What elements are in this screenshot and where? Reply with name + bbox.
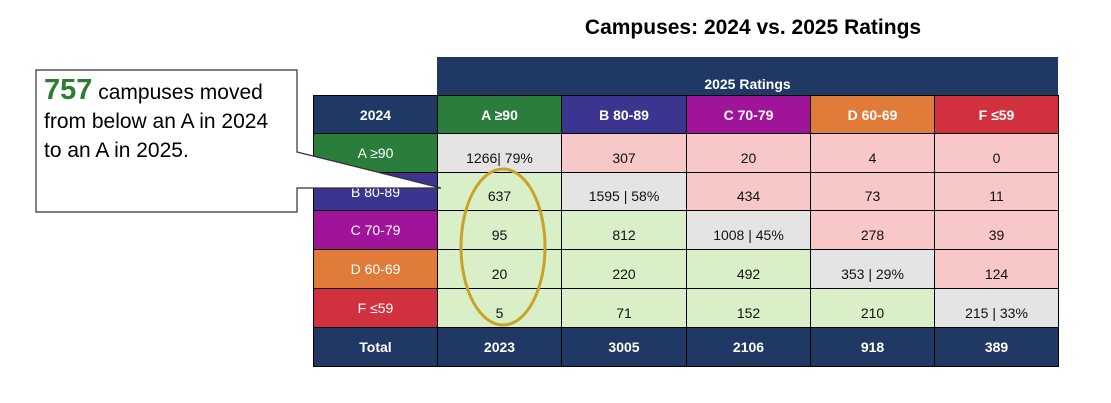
- row-header: C 70-79: [313, 210, 438, 250]
- column-header: D 60-69: [810, 95, 935, 134]
- cell: 5: [437, 288, 562, 328]
- cell: 1008 | 45%: [686, 210, 811, 250]
- total-cell: 2023: [437, 327, 562, 367]
- cell: 307: [561, 133, 687, 173]
- title: Campuses: 2024 vs. 2025 Ratings: [584, 16, 922, 39]
- total-cell: 3005: [561, 327, 687, 367]
- cell: 215 | 33%: [934, 288, 1059, 328]
- total-label: Total: [313, 327, 438, 367]
- cell: 637: [437, 172, 562, 211]
- callout-box: [35, 69, 442, 213]
- cell: 152: [686, 288, 811, 328]
- column-header: A ≥90: [437, 95, 562, 134]
- cell: 210: [810, 288, 935, 328]
- cell: 434: [686, 172, 811, 211]
- cell: 278: [810, 210, 935, 250]
- cell: 39: [934, 210, 1059, 250]
- callout-text: campuses moved from below an A in 2024 t…: [44, 81, 269, 162]
- cell: 0: [934, 133, 1059, 173]
- column-group-header: 2025 Ratings: [437, 57, 1058, 95]
- cell: 1595 | 58%: [561, 172, 687, 211]
- total-cell: 2106: [686, 327, 811, 367]
- column-header: F ≤59: [934, 95, 1059, 134]
- column-header: C 70-79: [686, 95, 811, 134]
- highlight-ellipse: [459, 167, 547, 327]
- total-cell: 389: [934, 327, 1059, 367]
- callout: 757 campuses moved from below an A in 20…: [36, 70, 298, 212]
- cell: 71: [561, 288, 687, 328]
- cell: 812: [561, 210, 687, 250]
- cell: 124: [934, 249, 1059, 289]
- callout-number: 757: [44, 74, 93, 106]
